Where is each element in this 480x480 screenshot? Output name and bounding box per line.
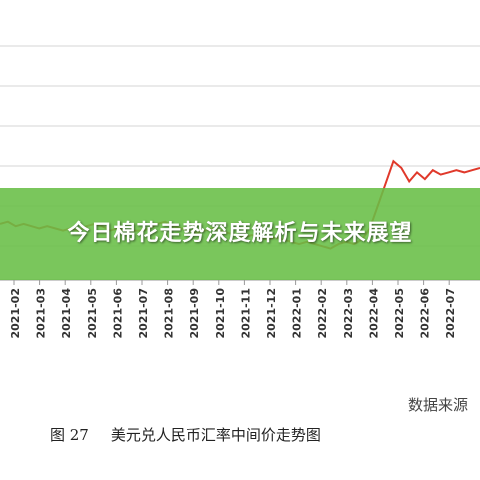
- title-banner: 今日棉花走势深度解析与未来展望: [0, 188, 480, 280]
- x-tick-label: 2022-04: [367, 288, 380, 339]
- x-tick-label: 2021-10: [214, 288, 227, 339]
- x-tick-label: 2022-07: [444, 288, 457, 339]
- x-tick-label: 2021-03: [35, 288, 48, 339]
- x-tick-label: 2021-05: [86, 288, 99, 339]
- x-tick-label: 2021-07: [137, 288, 150, 339]
- x-tick-label: 2021-04: [60, 288, 73, 339]
- x-tick-label: 2021-06: [111, 288, 124, 339]
- x-tick-label: 2022-02: [316, 288, 329, 339]
- figure-caption: 图 27 美元兑人民币汇率中间价走势图: [50, 424, 343, 445]
- x-tick-label: 2022-01: [291, 288, 304, 339]
- x-tick-label: 2022-06: [419, 288, 432, 339]
- x-tick-label: 2021-11: [239, 288, 252, 339]
- x-tick-label: 2021-02: [9, 288, 22, 339]
- x-axis-ticks: 2021-02 2021-03 2021-04 2021-05 2021-06 2021-…: [9, 280, 457, 339]
- figure-title: 美元兑人民币汇率中间价走势图: [110, 426, 321, 444]
- x-tick-label: 2021-08: [163, 288, 176, 339]
- x-tick-label: 2021-12: [265, 288, 278, 339]
- x-tick-label: 2022-03: [342, 288, 355, 339]
- banner-title: 今日棉花走势深度解析与未来展望: [67, 221, 413, 246]
- figure-number: 图 27: [50, 426, 89, 444]
- x-tick-label: 2021-09: [188, 288, 201, 339]
- x-tick-label: 2022-05: [393, 288, 406, 339]
- data-source-label: 数据来源: [408, 396, 469, 414]
